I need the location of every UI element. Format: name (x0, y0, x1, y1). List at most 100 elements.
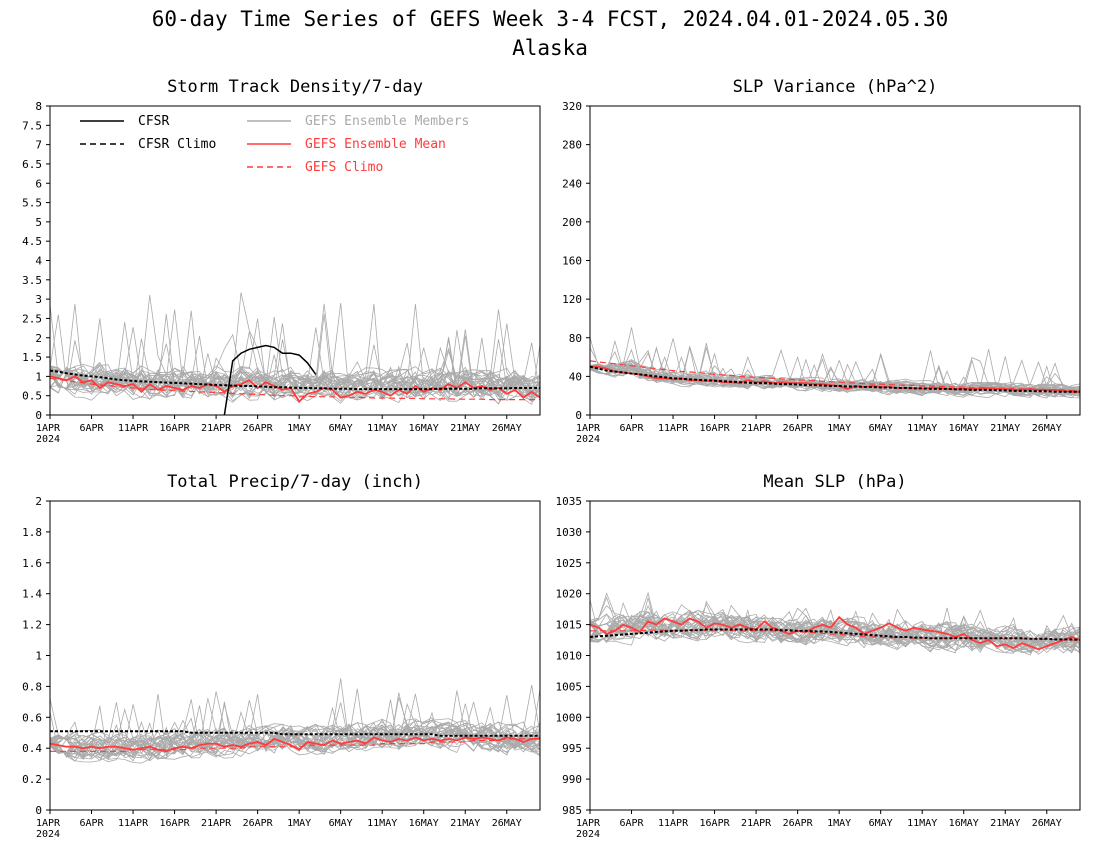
x-tick-label: 11MAY (907, 818, 937, 829)
chart-panels: Storm Track Density/7-day 0 0.5 1 1.5 2 2.5 3 3.… (22, 77, 1081, 840)
ensemble-member-line (589, 353, 1081, 396)
y-tick-label: 280 (562, 139, 582, 152)
y-tick-label: 0.6 (22, 711, 42, 724)
ensemble-member-line (589, 338, 1081, 395)
x-tick-label: 6APR (79, 818, 104, 829)
cfsr-climo-line (589, 365, 1080, 393)
plot-frame (589, 105, 1081, 416)
y-tick-label: 0.4 (22, 742, 42, 755)
ensemble-member-line (49, 706, 541, 755)
x-tick-label: 11APR (118, 423, 149, 434)
y-tick-label: 5.5 (22, 197, 42, 210)
x-tick-label: 6MAY (329, 818, 353, 829)
x-tick-label: 1APR (36, 818, 61, 829)
x-year-label: 2024 (36, 829, 60, 840)
y-tick-label: 320 (562, 100, 582, 113)
ensemble-member-line (49, 347, 541, 397)
ensemble-mean-line (49, 375, 541, 403)
x-tick-label: 16MAY (949, 818, 979, 829)
x-tick-label: 26APR (243, 423, 274, 434)
legend-label: GEFS Climo (305, 160, 383, 175)
y-tick-label: 1.4 (22, 588, 42, 601)
x-tick-label: 16MAY (409, 423, 439, 434)
x-tick-label: 16APR (160, 818, 191, 829)
y-tick-label: 995 (562, 742, 582, 755)
x-tick-label: 11APR (118, 818, 149, 829)
y-tick-label: 1.5 (22, 351, 42, 364)
y-tick-label: 1020 (556, 588, 583, 601)
x-tick-label: 6MAY (329, 423, 353, 434)
x-tick-label: 6MAY (869, 423, 893, 434)
y-tick-label: 0 (35, 804, 42, 817)
figure-title: 60-day Time Series of GEFS Week 3-4 FCST… (152, 7, 949, 31)
y-tick-label: 240 (562, 177, 582, 190)
x-tick-label: 11APR (658, 818, 689, 829)
y-tick-label: 2 (35, 495, 42, 508)
y-tick-label: 1.2 (22, 619, 42, 632)
x-tick-label: 11MAY (367, 423, 397, 434)
x-tick-label: 16MAY (949, 423, 979, 434)
x-tick-label: 6APR (79, 423, 104, 434)
y-tick-label: 4.5 (22, 235, 42, 248)
plot-frame (589, 500, 1081, 811)
y-tick-label: 7 (35, 139, 42, 152)
x-tick-label: 11APR (658, 423, 689, 434)
chart-panel: SLP Variance (hPa^2) 0 40 80 120 160 200 240 280… (562, 77, 1081, 445)
x-year-label: 2024 (576, 829, 600, 840)
x-tick-label: 11MAY (367, 818, 397, 829)
legend-label: GEFS Ensemble Members (305, 114, 469, 129)
y-tick-label: 1015 (556, 619, 583, 632)
ensemble-member-line (49, 369, 541, 400)
y-tick-label: 1005 (556, 680, 583, 693)
x-tick-label: 1MAY (287, 818, 311, 829)
x-tick-label: 1APR (576, 818, 601, 829)
ensemble-member-line (49, 719, 541, 759)
y-tick-label: 1010 (556, 650, 583, 663)
y-tick-label: 2.5 (22, 312, 42, 325)
x-tick-label: 26MAY (1032, 818, 1062, 829)
x-tick-label: 16APR (700, 818, 731, 829)
x-tick-label: 16MAY (409, 818, 439, 829)
cfsr-line (223, 344, 317, 416)
chart-panel: Storm Track Density/7-day 0 0.5 1 1.5 2 2.5 3 3.… (22, 77, 541, 445)
panel-title: Storm Track Density/7-day (167, 77, 423, 97)
x-tick-label: 26APR (783, 818, 814, 829)
plot-frame (49, 105, 541, 416)
y-tick-label: 2 (35, 332, 42, 345)
y-tick-label: 1035 (556, 495, 583, 508)
ensemble-member-line (589, 362, 1081, 398)
ensemble-member-line (589, 611, 1081, 654)
y-tick-label: 0 (35, 409, 42, 422)
x-tick-label: 26MAY (1032, 423, 1062, 434)
x-tick-label: 16APR (700, 423, 731, 434)
ensemble-member-line (589, 327, 1081, 396)
y-tick-label: 200 (562, 216, 582, 229)
chart-panel: Mean SLP (hPa) 985 990 995 1000 1005 1010 1015 1… (556, 472, 1081, 840)
x-year-label: 2024 (576, 434, 600, 445)
y-tick-label: 1025 (556, 557, 583, 570)
x-tick-label: 1APR (36, 423, 61, 434)
gefs-climo-line (589, 360, 1080, 391)
x-tick-label: 11MAY (907, 423, 937, 434)
legend-label: CFSR (138, 114, 169, 129)
panel-title: Mean SLP (hPa) (763, 472, 906, 492)
y-tick-label: 40 (569, 370, 582, 383)
ensemble-mean-line (49, 736, 540, 753)
x-tick-label: 1APR (576, 423, 601, 434)
y-tick-label: 80 (569, 332, 582, 345)
ensemble-mean-line (589, 615, 1081, 651)
y-tick-label: 160 (562, 255, 582, 268)
chart-panel: Total Precip/7-day (inch)00.20.40.60.811… (22, 472, 541, 840)
y-tick-label: 6 (35, 177, 42, 190)
ensemble-member-line (589, 609, 1081, 652)
x-tick-label: 6APR (619, 423, 644, 434)
y-tick-label: 985 (562, 804, 582, 817)
ensemble-member-line (49, 327, 541, 397)
y-tick-label: 4 (35, 255, 42, 268)
plot-frame (49, 500, 541, 811)
x-tick-label: 1MAY (827, 423, 851, 434)
y-tick-label: 1 (35, 370, 42, 383)
y-tick-label: 120 (562, 293, 582, 306)
x-tick-label: 26APR (783, 423, 814, 434)
